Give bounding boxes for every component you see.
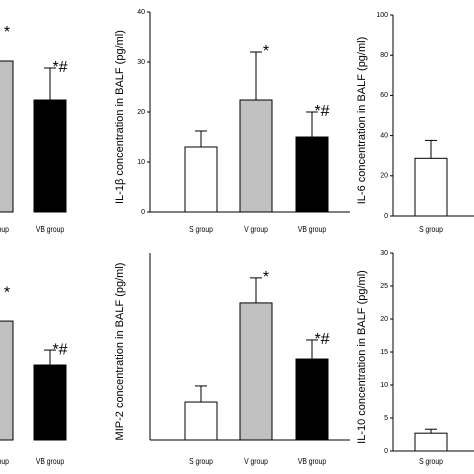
- annotation: *#: [52, 341, 67, 358]
- y-tick-label: 100: [376, 12, 388, 19]
- y-tick-label: 5: [384, 415, 388, 422]
- annotation: *#: [314, 331, 329, 348]
- panel: 0 10 20 30 40 IL-1β concentration in BALF (pg…: [114, 9, 350, 234]
- x-tick-label: V group: [244, 457, 268, 467]
- x-tick-label: S group: [419, 457, 443, 467]
- y-tick-label: 10: [380, 382, 388, 389]
- bar: [0, 320, 14, 441]
- x-tick-label: VB group: [36, 225, 64, 235]
- bar: [33, 99, 67, 213]
- y-tick-label: 30: [137, 59, 145, 66]
- y-tick-label: 40: [137, 9, 145, 16]
- annotation: *: [4, 24, 10, 41]
- panel: V group VB group * *#: [0, 24, 68, 234]
- x-tick-label: V group: [244, 225, 268, 235]
- y-tick-label: 10: [137, 159, 145, 166]
- bar: [0, 60, 14, 213]
- y-tick-label: 15: [380, 349, 388, 356]
- y-tick-label: 30: [380, 250, 388, 257]
- y-axis-label: IL-1β concentration in BALF (pg/ml): [114, 30, 126, 204]
- bar: [239, 302, 273, 441]
- y-tick-label: 20: [380, 316, 388, 323]
- y-axis-label: MIP-2 concentration in BALF (pg/ml): [114, 263, 126, 441]
- bar: [33, 364, 67, 441]
- annotation: *: [263, 43, 269, 60]
- y-tick-label: 0: [384, 448, 388, 455]
- x-tick-label: S group: [419, 225, 443, 235]
- x-tick-label: VB group: [298, 225, 326, 235]
- bar: [239, 99, 273, 213]
- x-tick-label: VB group: [36, 457, 64, 467]
- y-tick-label: 80: [380, 52, 388, 59]
- y-axis-label: IL-6 concentration in BALF (pg/ml): [356, 37, 368, 205]
- x-tick-label: S group: [189, 225, 213, 235]
- annotation: *#: [52, 59, 67, 76]
- bar: [295, 136, 329, 213]
- panel: V group VB group * *#: [0, 284, 68, 466]
- x-tick-label: VB group: [298, 457, 326, 467]
- y-tick-label: 60: [380, 92, 388, 99]
- x-tick-label: V group: [0, 457, 9, 467]
- y-tick-label: 0: [141, 209, 145, 216]
- y-tick-label: 40: [380, 132, 388, 139]
- bar: [295, 358, 329, 441]
- panel: 0 5 10 15 20 25 30 IL-10 concentration in BALF …: [356, 250, 474, 466]
- x-tick-label: V group: [0, 225, 9, 235]
- y-axis-label: IL-10 concentration in BALF (pg/ml): [356, 270, 368, 444]
- bar: [184, 401, 218, 441]
- y-tick-label: 20: [380, 173, 388, 180]
- x-tick-label: S group: [189, 457, 213, 467]
- panel: MIP-2 concentration in BALF (pg/ml) S gro…: [114, 253, 350, 466]
- y-tick-label: 25: [380, 283, 388, 290]
- y-tick-label: 20: [137, 109, 145, 116]
- bar: [414, 157, 448, 217]
- annotation: *: [263, 269, 269, 286]
- bar: [414, 432, 448, 452]
- annotation: *: [4, 284, 10, 301]
- annotation: *#: [314, 103, 329, 120]
- y-tick-label: 0: [384, 213, 388, 220]
- panel: 0 20 40 60 80 100 IL-6 concentration in BALF (…: [356, 12, 474, 234]
- bar: [184, 146, 218, 213]
